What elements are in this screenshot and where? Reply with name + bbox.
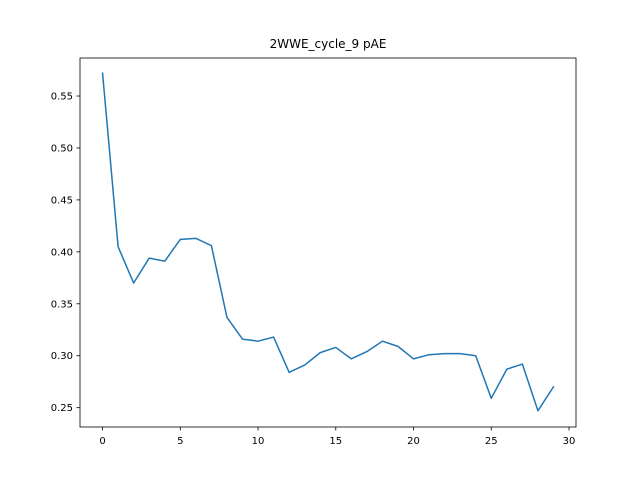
x-tick-label: 15: [329, 436, 342, 447]
y-tick-label: 0.40: [51, 247, 73, 258]
x-tick-label: 10: [252, 436, 265, 447]
series-line: [101, 72, 555, 412]
y-tick-label: 0.50: [51, 143, 73, 154]
x-tick-label: 0: [99, 436, 105, 447]
y-tick-label: 0.30: [51, 351, 73, 362]
y-tick-label: 0.55: [51, 92, 73, 103]
x-tick-label: 30: [563, 436, 576, 447]
y-tick-label: 0.45: [51, 195, 73, 206]
x-tick-label: 20: [407, 436, 420, 447]
x-tick-label: 25: [485, 436, 498, 447]
plot-area: 0 5 10 15 20 25 30 0.25 0.30 0.35 0.40 0.45 0.50 0.55: [51, 57, 577, 447]
chart-title: 2WWE_cycle_9 pAE: [270, 37, 387, 51]
y-tick-label: 0.25: [51, 403, 73, 414]
x-tick-label: 5: [177, 436, 183, 447]
y-tick-label: 0.35: [51, 299, 73, 310]
axes-frame: [79, 57, 577, 428]
